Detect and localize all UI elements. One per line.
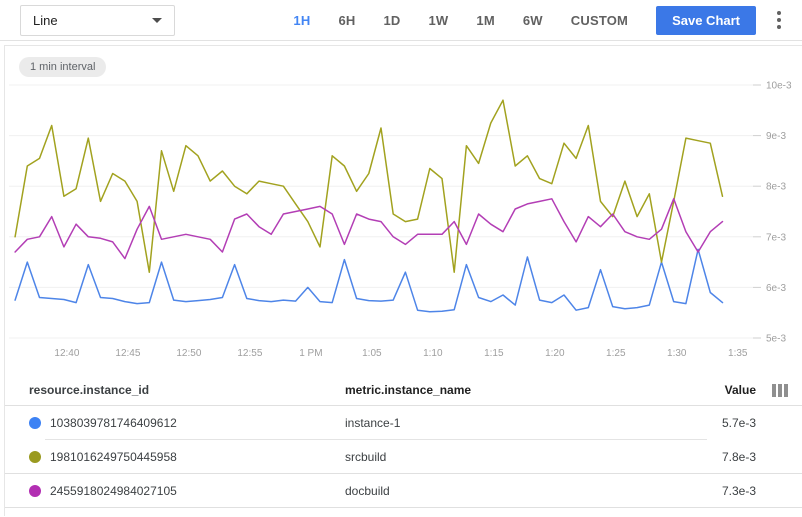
series-color-dot [29, 450, 41, 463]
series-color-dot [29, 416, 41, 429]
cell-value: 7.3e-3 [721, 483, 756, 498]
line-chart[interactable]: 5e-3 6e-3 7e-3 8e-3 9e-3 10e-3 12:40 12:45 12:50… [5, 79, 802, 371]
table-row[interactable]: 1981016249750445958 srcbuild 7.8e-3 [5, 440, 802, 473]
chart-toolbar: Line 1H 6H 1D 1W 1M 6W CUSTOM Save Chart [0, 0, 802, 41]
save-chart-button[interactable]: Save Chart [656, 5, 756, 35]
svg-text:1 PM: 1 PM [299, 348, 322, 359]
divider [5, 473, 802, 474]
svg-text:10e-3: 10e-3 [766, 81, 792, 92]
svg-text:12:40: 12:40 [54, 348, 79, 359]
table-row[interactable]: 2455918024984027105 docbuild 7.3e-3 [5, 474, 802, 507]
svg-text:1:30: 1:30 [667, 348, 687, 359]
svg-text:1:10: 1:10 [423, 348, 443, 359]
svg-text:9e-3: 9e-3 [766, 131, 786, 142]
range-button-1m[interactable]: 1M [466, 7, 504, 34]
legend-table: resource.instance_id metric.instance_nam… [5, 375, 802, 508]
chevron-down-icon [152, 17, 162, 23]
more-options-icon[interactable] [766, 7, 792, 33]
svg-text:12:45: 12:45 [115, 348, 140, 359]
svg-text:1:35: 1:35 [728, 348, 748, 359]
header-instance-name: metric.instance_name [345, 383, 472, 397]
chart-type-select[interactable]: Line [20, 4, 175, 36]
range-button-1w[interactable]: 1W [419, 7, 459, 34]
svg-text:1:20: 1:20 [545, 348, 565, 359]
svg-text:6e-3: 6e-3 [766, 283, 786, 294]
range-button-custom[interactable]: CUSTOM [561, 7, 638, 34]
columns-icon[interactable] [770, 383, 788, 397]
cell-instance-name: docbuild [345, 483, 390, 498]
range-button-6w[interactable]: 6W [513, 7, 553, 34]
header-instance-id: resource.instance_id [29, 383, 150, 397]
header-value: Value [724, 383, 756, 397]
cell-value: 5.7e-3 [721, 415, 756, 430]
range-button-1d[interactable]: 1D [373, 7, 410, 34]
divider [45, 439, 707, 440]
chart-type-value: Line [33, 12, 58, 28]
cell-instance-id: 2455918024984027105 [50, 483, 177, 498]
series-color-dot [29, 484, 41, 497]
divider [5, 405, 802, 406]
time-range-group: 1H 6H 1D 1W 1M 6W CUSTOM Save Chart [279, 5, 792, 35]
chart-panel: 1 min interval 5e-3 6e-3 7e-3 8e-3 9e-3 10e-3… [4, 45, 802, 516]
table-row[interactable]: 1038039781746409612 instance-1 5.7e-3 [5, 406, 802, 439]
cell-instance-name: instance-1 [345, 415, 401, 430]
svg-text:5e-3: 5e-3 [766, 334, 786, 345]
svg-text:8e-3: 8e-3 [766, 182, 786, 193]
cell-value: 7.8e-3 [721, 449, 756, 464]
interval-badge: 1 min interval [19, 57, 107, 77]
svg-text:12:55: 12:55 [237, 348, 262, 359]
cell-instance-id: 1981016249750445958 [50, 449, 177, 464]
svg-text:1:25: 1:25 [606, 348, 626, 359]
svg-text:1:05: 1:05 [362, 348, 382, 359]
cell-instance-id: 1038039781746409612 [50, 415, 177, 430]
divider [5, 507, 802, 508]
chart-canvas[interactable]: 5e-3 6e-3 7e-3 8e-3 9e-3 10e-3 12:40 12:45 12:50… [9, 79, 802, 371]
range-button-1h[interactable]: 1H [283, 7, 320, 34]
svg-text:12:50: 12:50 [176, 348, 201, 359]
svg-text:1:15: 1:15 [484, 348, 504, 359]
cell-instance-name: srcbuild [345, 449, 387, 464]
svg-text:7e-3: 7e-3 [766, 232, 786, 243]
table-header-row: resource.instance_id metric.instance_nam… [5, 375, 802, 405]
range-button-6h[interactable]: 6H [328, 7, 365, 34]
